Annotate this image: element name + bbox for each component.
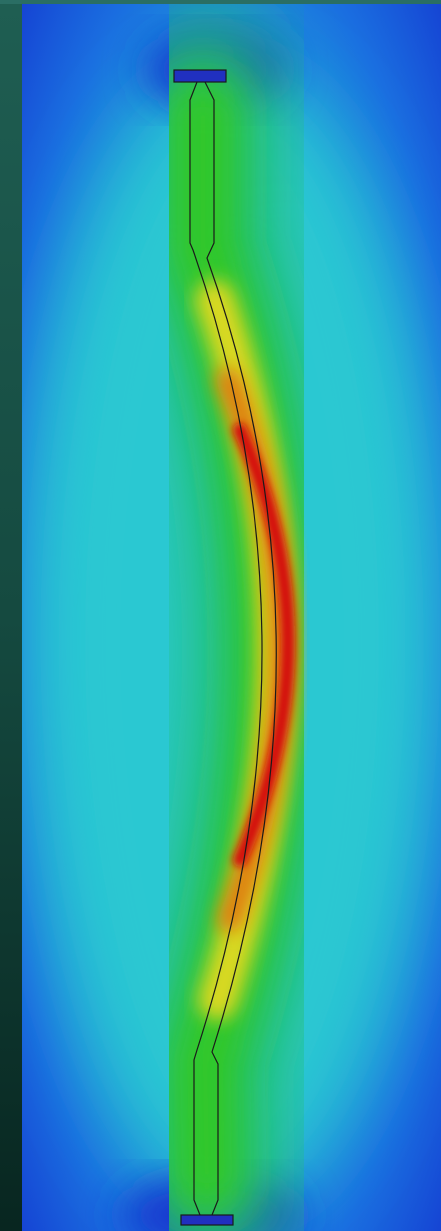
- top-edge: [0, 0, 441, 4]
- page: [0, 0, 441, 1231]
- field: [22, 4, 441, 1231]
- side-strip: [0, 0, 22, 1231]
- field-plot: [0, 0, 441, 1231]
- top-anchor: [174, 70, 226, 82]
- bottom-anchor: [181, 1215, 233, 1225]
